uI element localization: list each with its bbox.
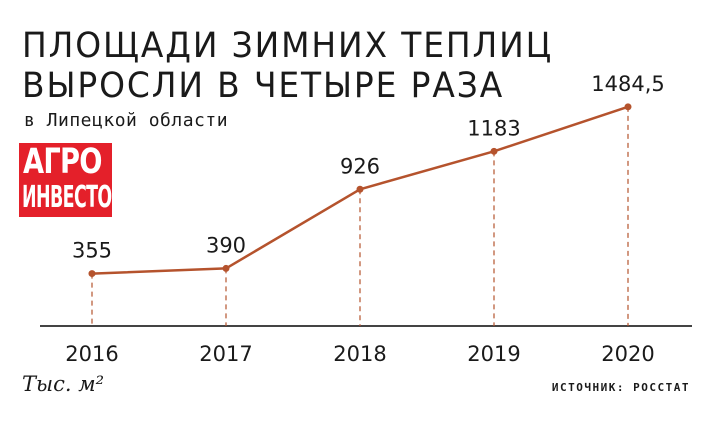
data-label-2017: 390 xyxy=(206,233,246,257)
agroinvestor-logo: АГРО ИНВЕСТОР xyxy=(19,143,112,217)
data-label-2016: 355 xyxy=(72,239,112,263)
data-label-2018: 926 xyxy=(340,154,380,178)
x-tick-2016: 2016 xyxy=(65,342,118,366)
x-tick-2017: 2017 xyxy=(199,342,252,366)
data-point-2016 xyxy=(88,270,96,278)
chart-title: ПЛОЩАДИ ЗИМНИХ ТЕПЛИЦ ВЫРОСЛИ В ЧЕТЫРЕ Р… xyxy=(22,26,553,106)
x-tick-2020: 2020 xyxy=(601,342,654,366)
logo-line1: АГРО xyxy=(23,143,102,182)
chart-subtitle: в Липецкой области xyxy=(24,110,229,131)
chart-title-line2: ВЫРОСЛИ В ЧЕТЫРЕ РАЗА xyxy=(22,66,505,106)
chart-title-line1: ПЛОЩАДИ ЗИМНИХ ТЕПЛИЦ xyxy=(22,26,554,66)
data-point-2020 xyxy=(624,103,632,111)
data-point-2019 xyxy=(490,147,498,155)
data-point-2018 xyxy=(356,185,364,193)
data-label-2019: 1183 xyxy=(467,116,520,140)
data-point-2017 xyxy=(222,264,230,272)
logo-line2: ИНВЕСТОР xyxy=(22,180,112,215)
source-label: ИСТОЧНИК: РОССТАТ xyxy=(551,381,690,394)
data-label-2020: 1484,5 xyxy=(591,72,664,96)
unit-label: Тыс. м² xyxy=(22,372,105,396)
x-tick-2018: 2018 xyxy=(333,342,386,366)
x-tick-2019: 2019 xyxy=(467,342,520,366)
